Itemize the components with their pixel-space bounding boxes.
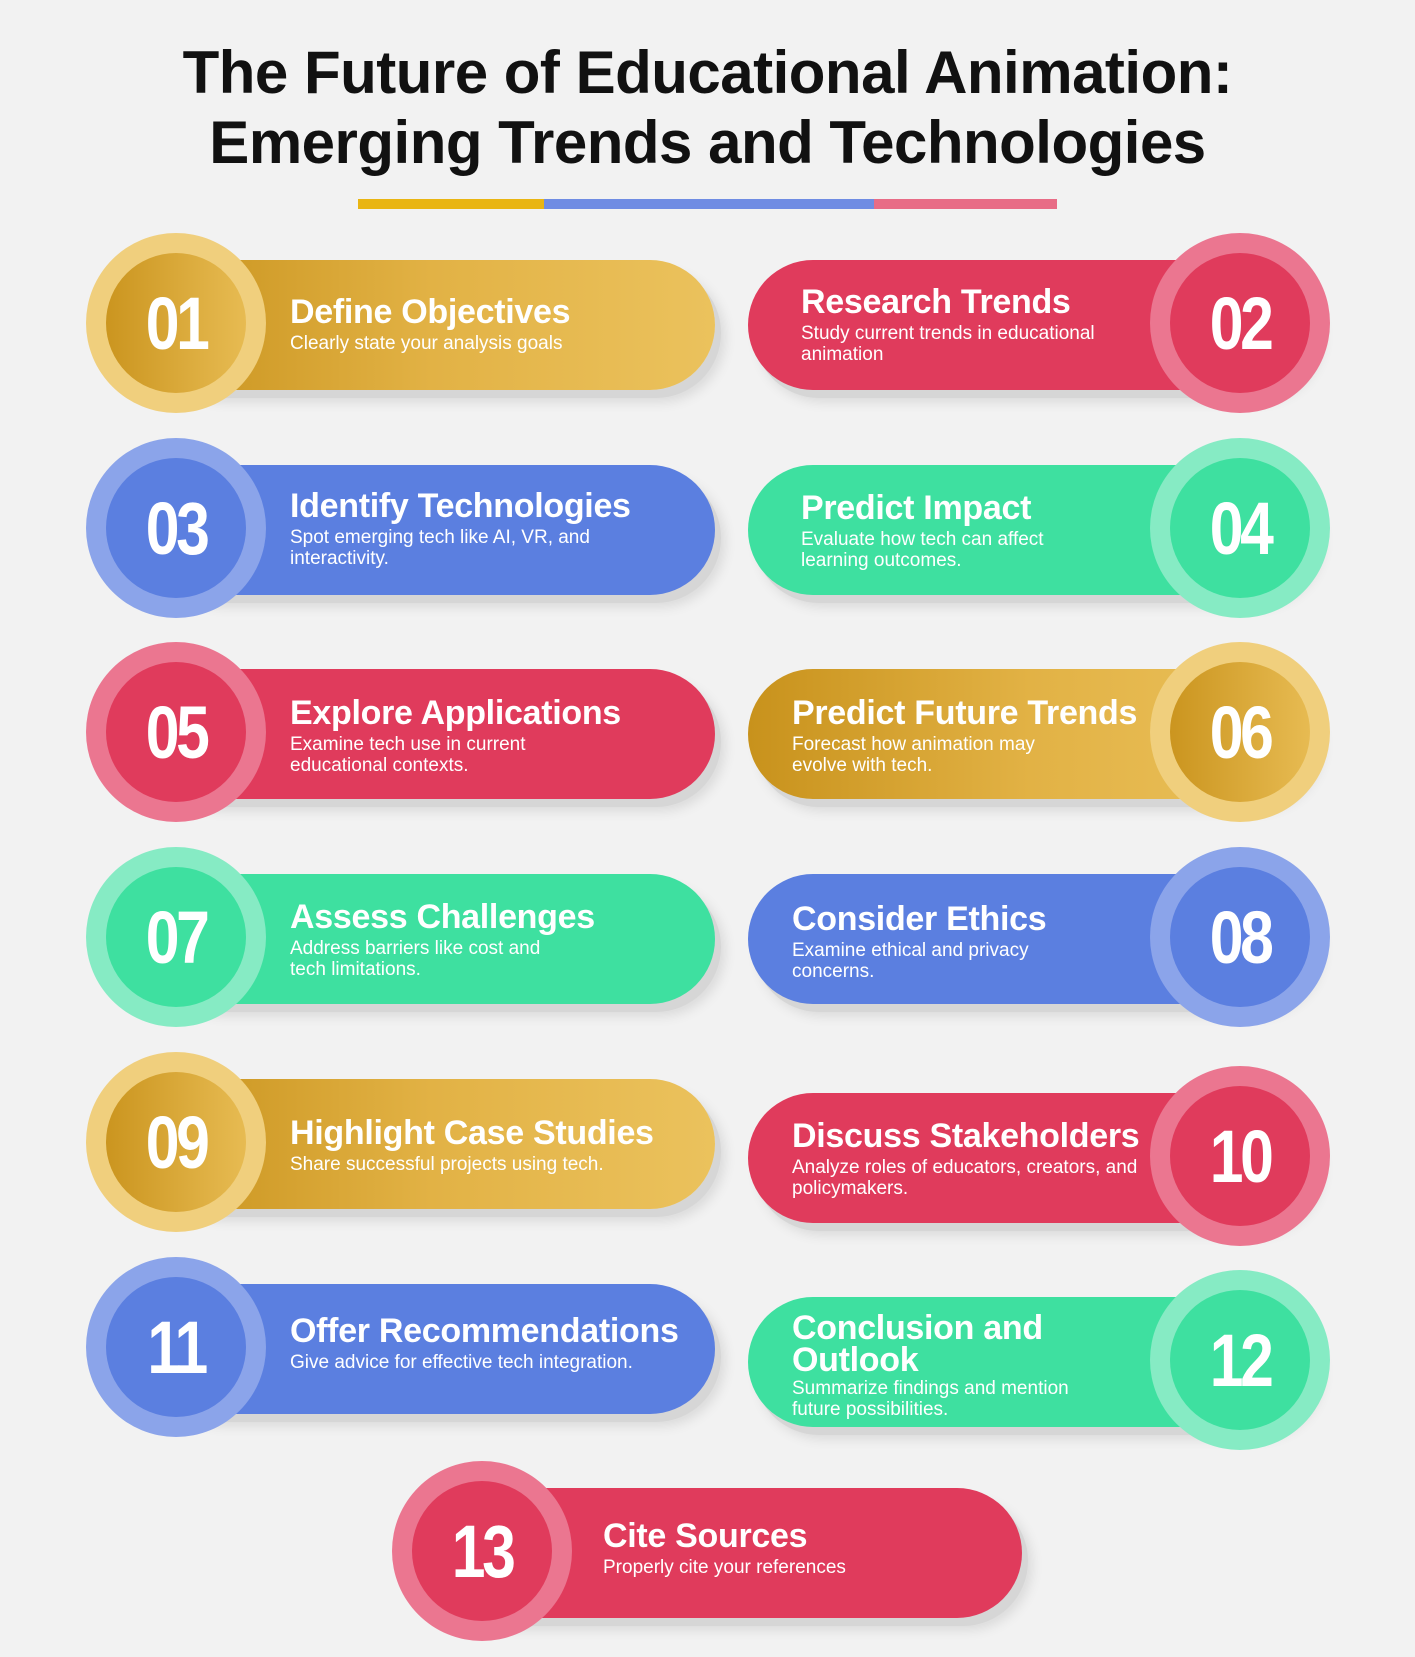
step-11-text: Offer Recommendations Give advice for ef… [290,1312,710,1373]
step-13-badge: 13 [392,1461,572,1641]
step-10-badge: 10 [1150,1066,1330,1246]
step-05-desc: Examine tech use in current educational … [290,734,526,776]
step-13-text: Cite Sources Properly cite your referenc… [603,1517,983,1578]
step-10-title: Discuss Stakeholders [792,1117,1140,1155]
step-07-number: 07 [145,895,210,979]
step-11-desc: Give advice for effective tech integrati… [290,1352,633,1373]
step-06-number: 06 [1209,690,1274,774]
step-08-text: Consider Ethics Examine ethical and priv… [792,900,1092,982]
step-01-desc: Clearly state your analysis goals [290,333,563,354]
step-02-desc: Study current trends in educational anim… [801,323,1095,365]
step-01-number: 01 [145,281,210,365]
title-underline-blue [544,199,874,209]
step-07-desc: Address barriers like cost and tech limi… [290,938,541,980]
step-12-desc: Summarize findings and mention future po… [792,1378,1069,1420]
step-13-desc: Properly cite your references [603,1557,846,1578]
step-08-title: Consider Ethics [792,900,1047,938]
step-03-desc: Spot emerging tech like AI, VR, and inte… [290,527,590,569]
step-03-text: Identify Technologies Spot emerging tech… [290,487,631,569]
step-04-badge: 04 [1150,438,1330,618]
step-09-desc: Share successful projects using tech. [290,1154,604,1175]
step-07-text: Assess Challenges Address barriers like … [290,898,595,980]
step-11-badge: 11 [86,1257,266,1437]
step-05-title: Explore Applications [290,694,621,732]
step-09-text: Highlight Case Studies Share successful … [290,1114,700,1175]
title-line-1: The Future of Educational Animation: [182,39,1233,106]
page-title: The Future of Educational Animation: Eme… [0,38,1415,178]
step-05-number: 05 [145,690,210,774]
step-12-title: Conclusion and Outlook [792,1309,1043,1379]
title-underline-pink [874,199,1057,209]
step-05-text: Explore Applications Examine tech use in… [290,694,621,776]
step-13-number: 13 [451,1509,516,1593]
step-13-title: Cite Sources [603,1517,808,1555]
step-03-badge: 03 [86,438,266,618]
step-10-text: Discuss Stakeholders Analyze roles of ed… [792,1117,1142,1199]
title-line-2: Emerging Trends and Technologies [209,109,1206,176]
step-04-desc: Evaluate how tech can affect learning ou… [801,529,1044,571]
step-05-badge: 05 [86,642,266,822]
step-06-desc: Forecast how animation may evolve with t… [792,734,1035,776]
step-12-text: Conclusion and Outlook Summarize finding… [792,1309,1082,1420]
title-underline-yellow [358,199,544,209]
step-03-number: 03 [145,486,210,570]
step-09-badge: 09 [86,1052,266,1232]
step-10-desc: Analyze roles of educators, creators, an… [792,1157,1138,1199]
step-07-badge: 07 [86,847,266,1027]
step-01-badge: 01 [86,233,266,413]
step-01-title: Define Objectives [290,293,571,331]
step-06-title: Predict Future Trends [792,694,1138,732]
step-04-number: 04 [1209,486,1274,570]
step-08-number: 08 [1209,895,1274,979]
step-02-text: Research Trends Study current trends in … [801,283,1141,365]
step-04-text: Predict Impact Evaluate how tech can aff… [801,489,1101,571]
step-02-badge: 02 [1150,233,1330,413]
step-12-badge: 12 [1150,1270,1330,1450]
step-02-number: 02 [1209,281,1274,365]
step-08-desc: Examine ethical and privacy concerns. [792,940,1029,982]
step-12-number: 12 [1209,1318,1274,1402]
step-11-title: Offer Recommendations [290,1312,679,1350]
step-09-title: Highlight Case Studies [290,1114,654,1152]
step-07-title: Assess Challenges [290,898,595,936]
step-09-number: 09 [145,1100,210,1184]
step-06-badge: 06 [1150,642,1330,822]
step-08-badge: 08 [1150,847,1330,1027]
step-04-title: Predict Impact [801,489,1032,527]
step-11-number: 11 [147,1305,208,1389]
step-03-title: Identify Technologies [290,487,631,525]
step-10-number: 10 [1209,1114,1274,1198]
step-02-title: Research Trends [801,283,1071,321]
step-06-text: Predict Future Trends Forecast how anima… [792,694,1138,776]
step-01-text: Define Objectives Clearly state your ana… [290,293,700,354]
